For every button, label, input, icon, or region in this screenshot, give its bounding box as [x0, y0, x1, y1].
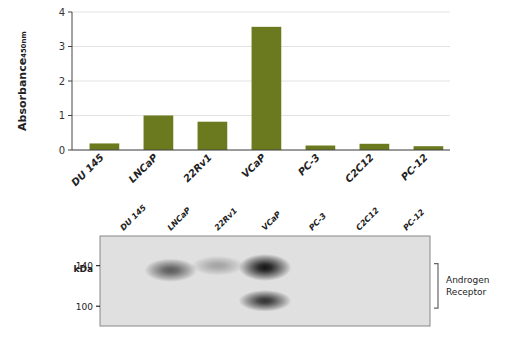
blot-label-line: Androgen	[446, 275, 490, 285]
bar	[144, 116, 174, 151]
lane-label: 22Rv1	[213, 206, 239, 232]
bar	[198, 122, 228, 150]
y-tick-label: 4	[59, 7, 65, 18]
bar	[252, 27, 282, 150]
lane-label: PC-3	[307, 211, 328, 232]
lane-label: PC-12	[401, 207, 426, 232]
y-tick-label: 2	[59, 76, 65, 87]
bracket	[434, 264, 438, 309]
y-tick	[68, 46, 72, 47]
x-tick-label: DU 145	[69, 152, 106, 189]
band	[191, 256, 244, 276]
bar	[90, 143, 120, 150]
y-tick-label: 1	[59, 110, 65, 121]
x-tick-label: PC-12	[399, 152, 430, 183]
marker-label: 100	[76, 302, 93, 312]
grid-line	[72, 12, 450, 13]
y-tick	[68, 150, 72, 151]
x-tick-label: PC-3	[296, 152, 322, 178]
x-tick-label: 22Rv1	[181, 152, 214, 185]
x-tick-label: VCaP	[239, 151, 268, 180]
bars	[90, 27, 444, 150]
x-tick-label: LNCaP	[126, 151, 160, 185]
y-tick	[68, 12, 72, 13]
bar	[414, 146, 444, 150]
bar	[360, 144, 390, 150]
lane-label: VCaP	[260, 209, 283, 232]
blot-membrane	[100, 236, 430, 326]
x-tick-label: C2C12	[343, 152, 376, 185]
bar	[306, 146, 336, 150]
marker-tick	[96, 265, 100, 266]
grid-line	[72, 150, 450, 151]
band	[144, 259, 197, 282]
marker-unit: kDa	[73, 264, 93, 274]
lane-label: DU 145	[119, 203, 149, 233]
lane-label: LNCaP	[166, 205, 193, 232]
y-axis-label: Absorbance₄₅₀ₙₘ	[16, 31, 29, 131]
marker-tick	[96, 306, 100, 307]
lane-label: C2C12	[354, 206, 381, 233]
y-tick-label: 3	[59, 41, 65, 52]
y-tick	[68, 81, 72, 82]
blot-label: Androgen Receptor	[446, 275, 490, 297]
chart: 01234DU 145LNCaP22Rv1VCaPPC-3C2C12PC-12A…	[0, 0, 520, 350]
band	[239, 254, 292, 281]
blot-label-line: Receptor	[446, 287, 487, 297]
y-tick-label: 0	[59, 145, 65, 156]
blot-border	[100, 236, 430, 326]
bands	[144, 254, 291, 312]
y-tick	[68, 115, 72, 116]
band	[239, 290, 292, 312]
x-axis	[72, 150, 450, 151]
